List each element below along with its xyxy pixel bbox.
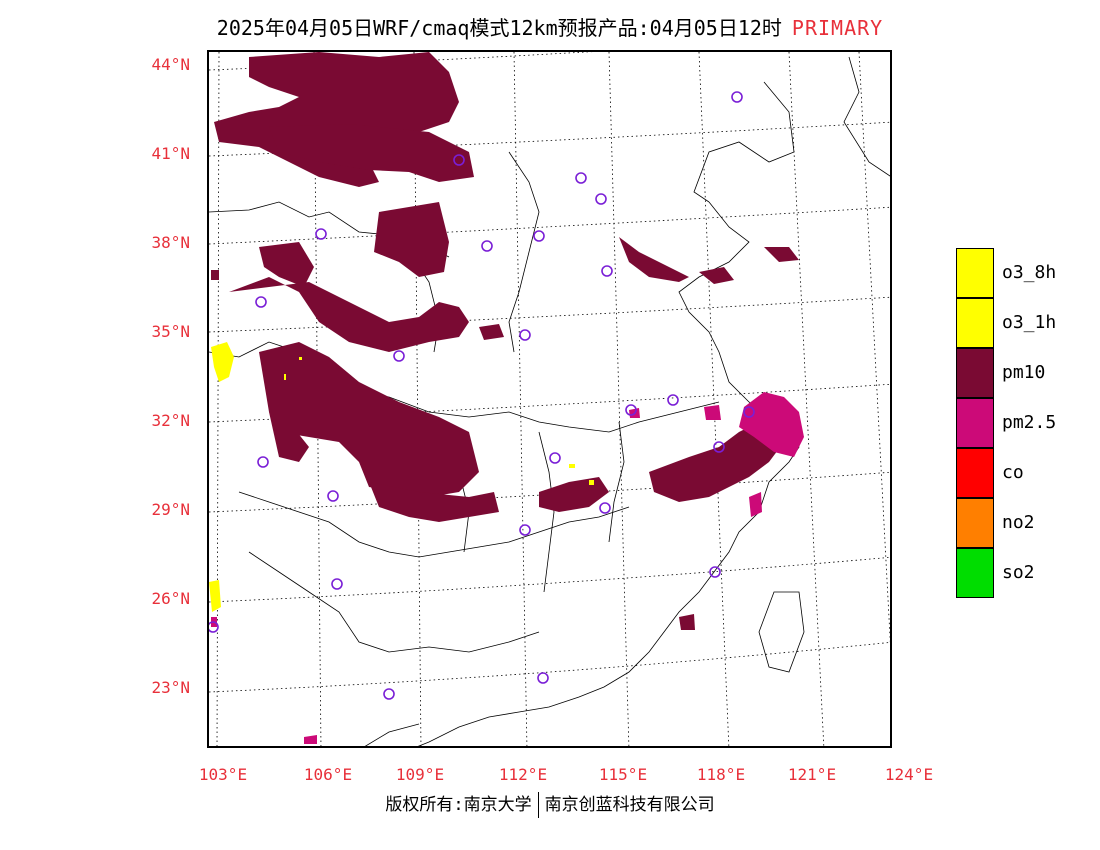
lat-label-23: 23°N <box>151 678 190 697</box>
lat-label-41: 41°N <box>151 144 190 163</box>
lat-label-44: 44°N <box>151 55 190 74</box>
o3-areas <box>209 342 594 612</box>
lon-label-103: 103°E <box>198 765 248 784</box>
legend-swatch <box>956 398 994 448</box>
lat-label-26: 26°N <box>151 589 190 608</box>
pm25-areas <box>211 392 804 744</box>
legend-swatch <box>956 498 994 548</box>
legend-swatch <box>956 298 994 348</box>
legend-swatch <box>956 248 994 298</box>
legend-swatch <box>956 548 994 598</box>
legend-label: no2 <box>1002 512 1035 533</box>
lat-label-29: 29°N <box>151 500 190 519</box>
forecast-map <box>207 50 892 748</box>
footer-divider <box>537 792 539 818</box>
map-canvas <box>209 52 890 746</box>
graticule <box>209 52 890 746</box>
map-title-text: 2025年04月05日WRF/cmaq模式12km预报产品:04月05日12时 <box>216 16 782 40</box>
copyright-owner: 版权所有:南京大学 <box>385 795 532 815</box>
legend-label: o3_1h <box>1002 312 1057 333</box>
legend-label: pm10 <box>1002 362 1046 383</box>
legend-label: pm2.5 <box>1002 412 1057 433</box>
lat-label-35: 35°N <box>151 322 190 341</box>
copyright-company: 南京创蓝科技有限公司 <box>544 795 715 815</box>
lon-label-112: 112°E <box>498 765 548 784</box>
legend-label: o3_8h <box>1002 262 1057 283</box>
map-title: 2025年04月05日WRF/cmaq模式12km预报产品:04月05日12时 P… <box>0 12 1100 41</box>
lon-label-106: 106°E <box>303 765 353 784</box>
lon-label-109: 109°E <box>395 765 445 784</box>
lon-label-121: 121°E <box>787 765 837 784</box>
lat-label-32: 32°N <box>151 411 190 430</box>
legend-label: co <box>1002 462 1024 483</box>
legend-label: so2 <box>1002 562 1035 583</box>
primary-tag: PRIMARY <box>791 16 884 40</box>
pm10-areas <box>211 52 799 630</box>
copyright-footer: 版权所有:南京大学 南京创蓝科技有限公司 <box>0 790 1100 818</box>
legend-swatch <box>956 348 994 398</box>
station-markers <box>209 91 755 700</box>
lon-label-118: 118°E <box>696 765 746 784</box>
lon-label-124: 124°E <box>884 765 934 784</box>
lon-label-115: 115°E <box>598 765 648 784</box>
legend-swatch <box>956 448 994 498</box>
lat-label-38: 38°N <box>151 233 190 252</box>
